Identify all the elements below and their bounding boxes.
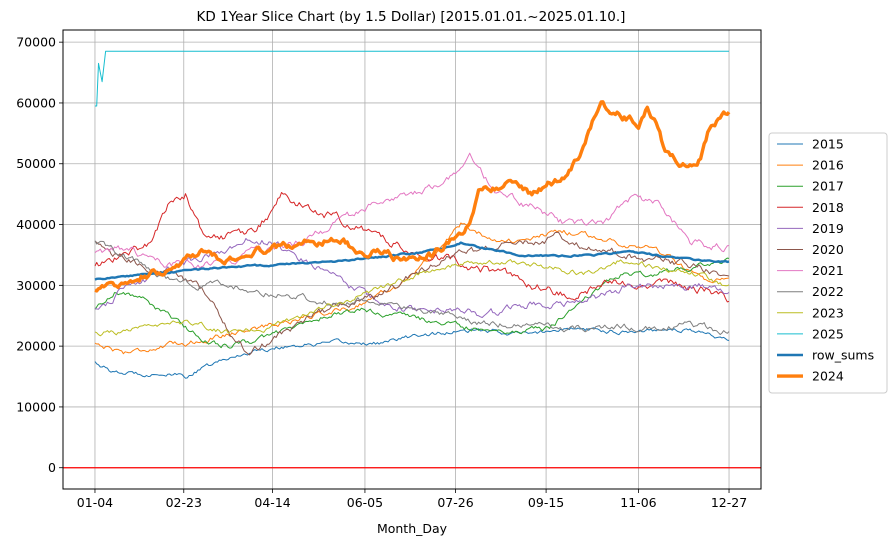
series-line-2025	[95, 50, 729, 107]
y-tick-label: 40000	[16, 217, 56, 232]
y-tick-label: 50000	[16, 156, 56, 171]
x-tick-label: 07-26	[437, 495, 473, 510]
x-axis-ticks: 01-04 02-23 04-14 06-05 07-26 09-15 11-06 12-27	[77, 489, 747, 510]
series-line-2019	[94, 238, 730, 318]
legend-label-2023: 2023	[812, 305, 844, 320]
chart-title: KD 1Year Slice Chart (by 1.5 Dollar) [20…	[197, 9, 626, 25]
series-line-2021	[94, 152, 730, 269]
y-tick-label: 10000	[16, 399, 56, 414]
legend-label-2022: 2022	[812, 284, 844, 299]
legend-label-2019: 2019	[812, 221, 844, 236]
legend-label-2015: 2015	[812, 137, 844, 152]
legend: 2015 2016 2017 2018 2019 2020 2021 2022 2023 2025…	[768, 132, 888, 394]
legend-box	[768, 132, 888, 394]
legend-label-2024: 2024	[812, 369, 844, 384]
legend-label-2016: 2016	[812, 158, 844, 173]
legend-label-2021: 2021	[812, 263, 844, 278]
legend-label-2020: 2020	[812, 242, 844, 257]
y-tick-label: 20000	[16, 339, 56, 354]
y-axis-ticks: 0 10000 20000 30000 40000 50000 60000 70000	[16, 35, 63, 475]
x-tick-label: 09-15	[528, 495, 564, 510]
series-line-2022	[94, 240, 730, 335]
y-tick-label: 70000	[16, 35, 56, 50]
x-axis-label: Month_Day	[377, 521, 448, 536]
series-line-2017	[94, 257, 730, 349]
plot-frame	[62, 29, 762, 490]
legend-label-row_sums: row_sums	[812, 348, 874, 363]
y-tick-label: 60000	[16, 95, 56, 110]
x-tick-label: 12-27	[711, 495, 747, 510]
series-line-2024	[94, 100, 731, 293]
grid-lines	[63, 30, 761, 489]
series-line-row_sums	[94, 241, 730, 281]
x-tick-label: 11-06	[620, 495, 656, 510]
x-tick-label: 04-14	[254, 495, 290, 510]
series-lines	[94, 50, 731, 379]
x-tick-label: 01-04	[77, 495, 113, 510]
series-line-2023	[94, 259, 730, 337]
series-line-2020	[94, 231, 730, 356]
x-tick-label: 02-23	[166, 495, 202, 510]
y-tick-label: 0	[48, 460, 56, 475]
legend-label-2017: 2017	[812, 179, 844, 194]
y-tick-label: 30000	[16, 278, 56, 293]
x-tick-label: 06-05	[347, 495, 383, 510]
legend-label-2025: 2025	[812, 326, 844, 341]
series-line-2015	[94, 327, 730, 379]
legend-label-2018: 2018	[812, 200, 844, 215]
